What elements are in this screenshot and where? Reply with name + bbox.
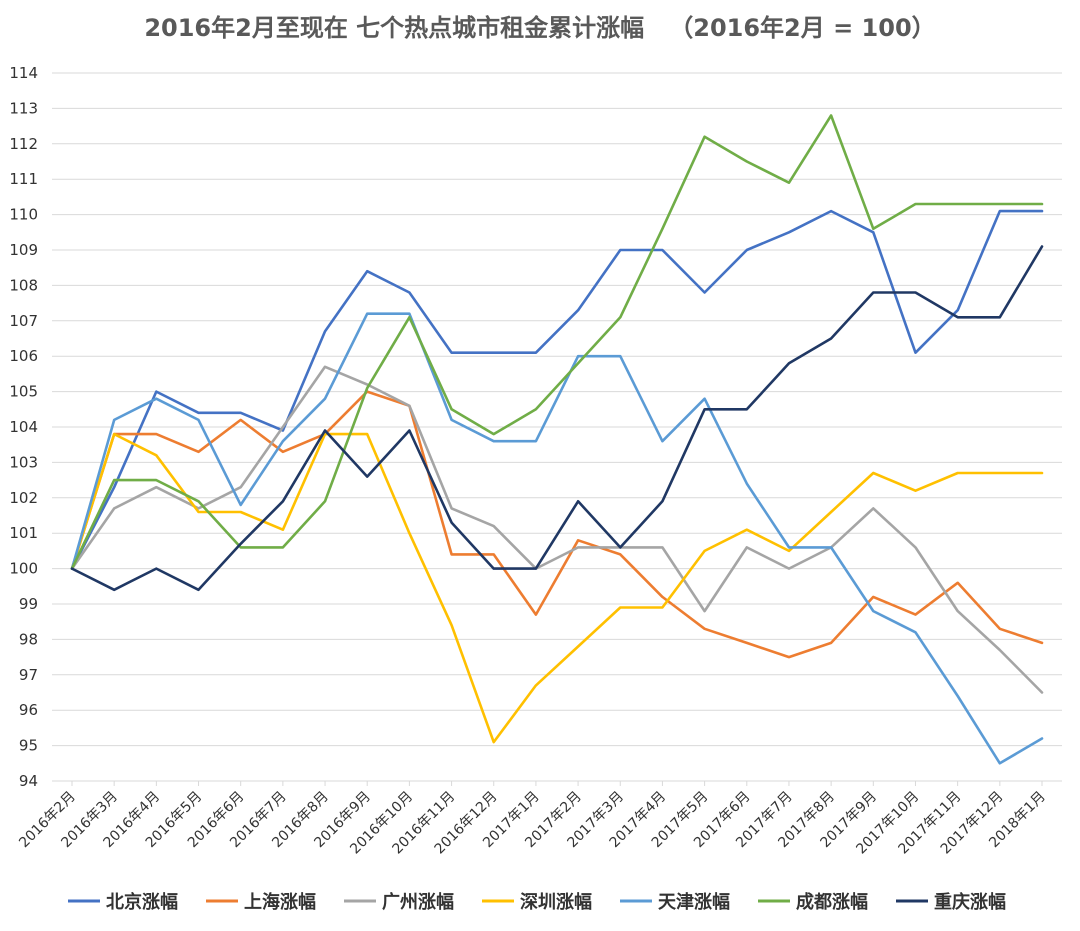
y-tick-label: 100 [9,560,38,578]
series-line [70,432,1044,744]
series-line [70,312,1044,765]
y-tick-label: 101 [9,524,38,542]
y-tick-label: 111 [9,170,38,188]
legend-label: 上海涨幅 [244,891,316,913]
y-tick-label: 96 [19,701,38,719]
y-axis-ticks: 94 95 96 97 98 99 100 101 102 103 104 105 106 107 108 1… [9,64,38,790]
legend-label: 成都涨幅 [796,891,868,913]
series-line [70,209,1044,570]
series-line [70,390,1044,659]
y-tick-label: 104 [9,418,38,436]
y-tick-label: 99 [19,595,38,613]
legend-label: 重庆涨幅 [934,891,1006,913]
y-tick-label: 94 [19,772,38,790]
chart-title: 2016年2月至现在 七个热点城市租金累计涨幅 （2016年2月 = 100） [144,14,936,42]
y-tick-label: 105 [9,383,38,401]
y-tick-label: 107 [9,312,38,330]
y-tick-label: 114 [9,64,38,82]
legend: 北京涨幅 上海涨幅 广州涨幅 深圳涨幅 天津涨幅 成都涨幅 重庆涨幅 [68,891,1006,913]
x-axis-ticks: 2016年2月2016年3月2016年4月2016年5月2016年6月2016年… [16,781,1049,857]
y-tick-label: 103 [9,453,38,471]
y-tick-label: 113 [9,99,38,117]
y-tick-label: 102 [9,489,38,507]
y-tick-label: 95 [19,737,38,755]
y-tick-label: 112 [9,135,38,153]
y-tick-label: 110 [9,206,38,224]
legend-label: 天津涨幅 [658,891,730,913]
y-tick-label: 106 [9,347,38,365]
series-line [70,365,1044,694]
y-tick-label: 109 [9,241,38,259]
y-tick-label: 97 [19,666,38,684]
series-line [70,245,1044,592]
y-tick-label: 108 [9,276,38,294]
series-line [70,114,1044,570]
series-lines [70,114,1044,765]
legend-label: 深圳涨幅 [520,891,592,913]
y-tick-label: 98 [19,630,38,648]
legend-label: 广州涨幅 [382,891,454,913]
gridlines [52,72,1062,782]
legend-label: 北京涨幅 [106,891,178,913]
